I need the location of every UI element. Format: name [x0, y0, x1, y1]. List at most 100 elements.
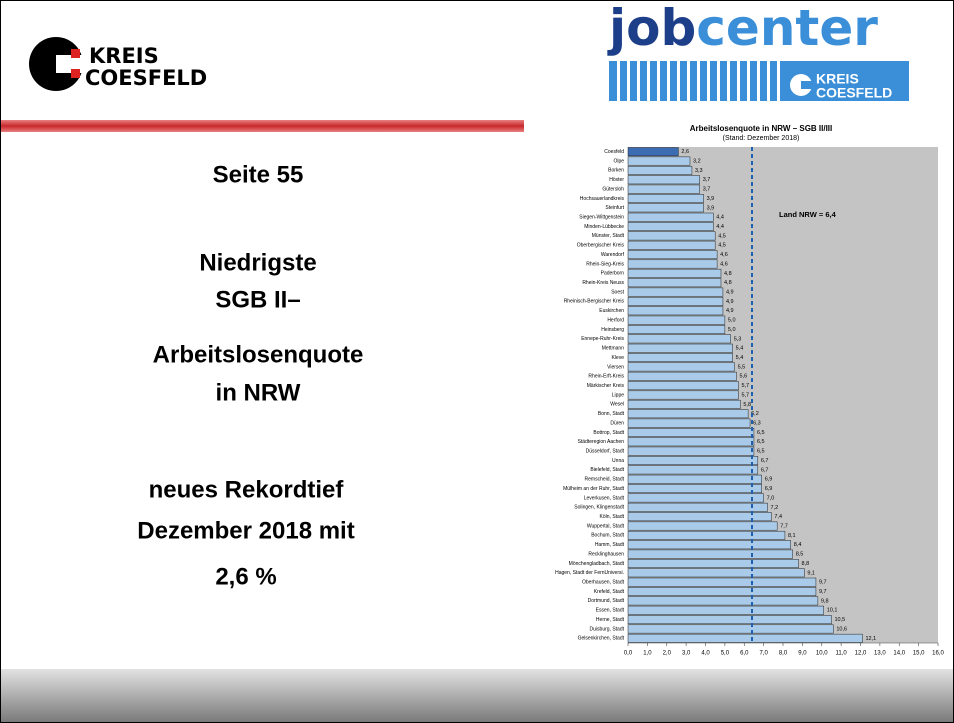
- logo-kreis: KREIS COESFELD: [29, 37, 207, 91]
- value-label: 5,7: [741, 383, 749, 389]
- category-label: Rhein-Kreis Neuss: [582, 280, 624, 286]
- value-label: 6,3: [753, 421, 761, 427]
- note-line: Dezember 2018 mit: [137, 517, 354, 544]
- x-tick-label: 4,0: [701, 651, 710, 657]
- category-label: Herne, Stadt: [596, 617, 625, 623]
- value-label: 9,8: [821, 598, 829, 604]
- category-label: Viersen: [607, 364, 624, 370]
- category-label: Städteregion Aachen: [578, 439, 625, 445]
- category-label: Gütersloh: [602, 186, 624, 192]
- value-label: 10,6: [836, 626, 847, 632]
- bar: [627, 605, 824, 615]
- logo-text: KREIS: [816, 71, 859, 87]
- category-label: Remscheid, Stadt: [585, 477, 625, 483]
- value-label: 9,7: [819, 589, 827, 595]
- bar: [627, 203, 704, 213]
- bar: [627, 474, 762, 484]
- heading-line: Niedrigste: [199, 249, 316, 276]
- bar: [627, 428, 755, 437]
- category-label: Köln, Stadt: [600, 514, 625, 520]
- value-label: 3,9: [707, 205, 715, 211]
- x-tick-label: 6,0: [740, 651, 749, 657]
- category-label: Steinfurt: [605, 205, 624, 211]
- bar: [627, 418, 751, 428]
- value-label: 3,7: [703, 177, 711, 183]
- value-label: 8,5: [796, 552, 804, 558]
- category-label: Bonn, Stadt: [598, 411, 625, 417]
- bar: [627, 194, 704, 203]
- bar: [627, 549, 793, 559]
- bar: [627, 362, 735, 372]
- logo-text: COESFELD: [816, 85, 892, 101]
- bar: [627, 615, 832, 625]
- value-label: 4,8: [724, 280, 732, 286]
- category-label: Rhein-Erft-Kreis: [588, 374, 624, 380]
- category-label: Hochsauerlandkreis: [580, 196, 625, 202]
- bar: [627, 240, 716, 250]
- category-label: Märkischer Kreis: [587, 383, 625, 389]
- bar: [627, 231, 716, 241]
- x-tick-label: 5,0: [721, 651, 730, 657]
- value-label: 10,5: [834, 617, 845, 623]
- category-label: Düsseldorf, Stadt: [586, 448, 625, 454]
- bar: [627, 147, 679, 157]
- category-label: Oberbergischer Kreis: [577, 243, 625, 249]
- bar: [627, 371, 737, 381]
- bar: [627, 390, 739, 400]
- value-label: 5,3: [734, 336, 742, 342]
- chart-subtitle: (Stand: Dezember 2018): [723, 135, 800, 142]
- bar: [627, 381, 739, 391]
- value-label: 6,5: [757, 430, 765, 436]
- value-label: 8,4: [794, 542, 802, 548]
- category-label: Warendorf: [601, 252, 625, 258]
- category-label: Wesel: [610, 402, 624, 408]
- value-label: 6,9: [765, 486, 773, 492]
- category-label: Leverkusen, Stadt: [584, 495, 625, 501]
- bar: [627, 540, 791, 550]
- value-label: 4,6: [720, 252, 728, 258]
- x-tick-label: 14,0: [893, 651, 905, 657]
- category-label: Mülheim an der Ruhr, Stadt: [563, 486, 624, 492]
- value-label: 5,4: [736, 355, 744, 361]
- value-label: 4,9: [726, 299, 734, 305]
- category-label: Euskirchen: [599, 308, 624, 314]
- category-label: Recklinghausen: [588, 551, 624, 557]
- category-label: Minden-Lübbecke: [584, 224, 624, 230]
- bar: [627, 184, 700, 194]
- bar: [627, 568, 805, 578]
- logo-word: jobcenter: [607, 1, 878, 57]
- category-label: Oberhausen, Stadt: [582, 579, 625, 585]
- bar: [627, 315, 726, 325]
- bar: [627, 409, 749, 419]
- bar: [627, 278, 722, 288]
- category-label: Mönchengladbach, Stadt: [569, 561, 625, 567]
- category-label: Unna: [612, 458, 624, 464]
- x-tick-label: 11,0: [836, 651, 848, 657]
- category-label: Münster, Stadt: [592, 233, 625, 239]
- value-label: 6,5: [757, 449, 765, 455]
- bar: [627, 165, 693, 175]
- bar: [627, 633, 863, 643]
- bar: [627, 325, 726, 334]
- category-label: Paderborn: [601, 271, 625, 277]
- value-label: 7,2: [771, 505, 779, 511]
- x-tick-label: 12,0: [855, 651, 867, 657]
- x-tick-label: 9,0: [798, 651, 807, 657]
- note-line: 2,6 %: [215, 563, 276, 590]
- bar: [627, 577, 817, 587]
- bar: [627, 399, 741, 409]
- value-label: 8,8: [802, 561, 810, 567]
- logo-text: COESFELD: [85, 66, 207, 90]
- note-line: neues Rekordtief: [149, 476, 345, 503]
- value-label: 7,7: [780, 523, 788, 529]
- footer-bar: [1, 669, 953, 722]
- value-label: 10,1: [827, 608, 838, 614]
- value-label: 4,6: [720, 261, 728, 267]
- bar: [627, 521, 778, 531]
- bar: [627, 212, 714, 222]
- bar: [627, 456, 759, 465]
- value-label: 8,1: [788, 533, 796, 539]
- value-label: 6,7: [761, 458, 769, 464]
- value-label: 3,3: [695, 168, 703, 174]
